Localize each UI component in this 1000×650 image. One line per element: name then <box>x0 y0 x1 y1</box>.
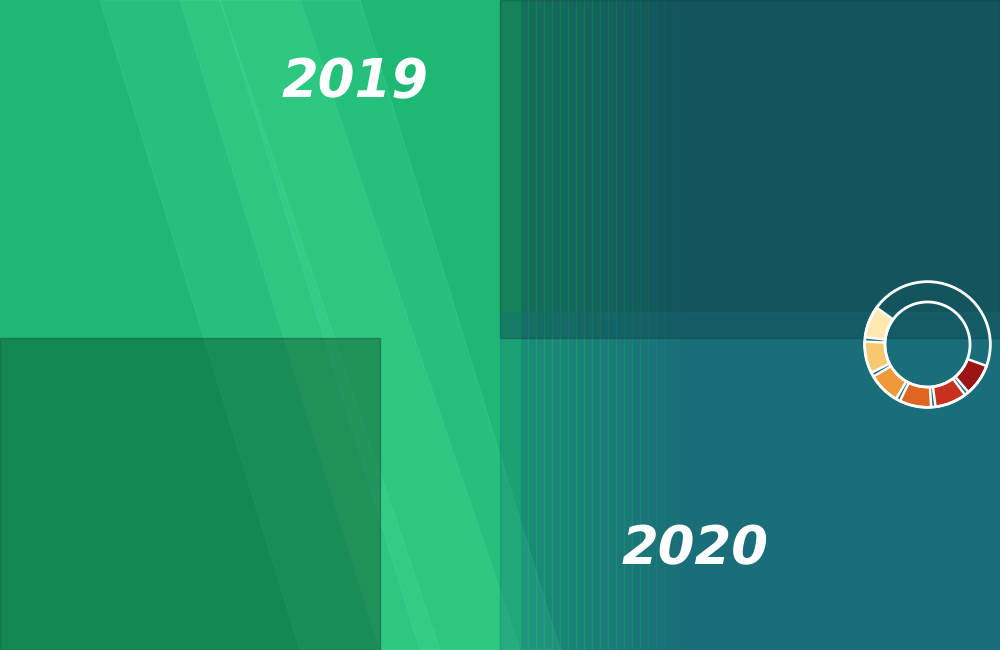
Wedge shape <box>955 359 987 392</box>
Bar <box>624 0 632 650</box>
Bar <box>672 0 680 650</box>
Bar <box>560 0 568 650</box>
Bar <box>608 0 616 650</box>
Bar <box>500 0 1000 338</box>
Bar <box>544 0 552 650</box>
Bar <box>648 0 656 650</box>
Wedge shape <box>933 378 965 407</box>
Bar <box>536 0 544 650</box>
Bar <box>656 0 664 650</box>
Bar <box>552 0 560 650</box>
Polygon shape <box>100 0 440 650</box>
Wedge shape <box>865 342 889 372</box>
Bar <box>500 312 1000 650</box>
Bar <box>664 0 672 650</box>
Bar <box>0 0 520 650</box>
Bar <box>616 0 624 650</box>
Bar <box>592 0 600 650</box>
Bar <box>640 0 648 650</box>
Text: 2019: 2019 <box>282 57 428 109</box>
Wedge shape <box>865 307 893 339</box>
Text: 2020: 2020 <box>622 523 768 575</box>
Bar <box>520 0 528 650</box>
Polygon shape <box>180 0 520 650</box>
Bar <box>600 0 608 650</box>
Polygon shape <box>220 0 560 650</box>
Bar <box>632 0 640 650</box>
Wedge shape <box>900 383 931 408</box>
Wedge shape <box>873 366 906 399</box>
Bar <box>0 338 380 650</box>
Bar <box>528 0 536 650</box>
Bar <box>568 0 576 650</box>
Bar <box>584 0 592 650</box>
Bar <box>576 0 584 650</box>
